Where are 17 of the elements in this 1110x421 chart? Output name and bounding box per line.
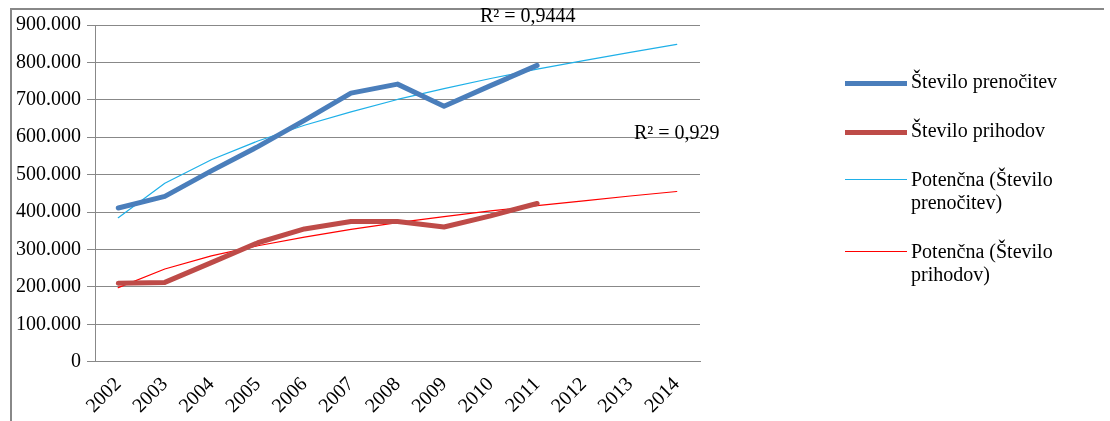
- y-tick-label: 500.000: [16, 161, 81, 184]
- y-tick-label: 400.000: [16, 199, 81, 222]
- y-tick-label: 100.000: [16, 311, 81, 334]
- y-tick-label: 700.000: [16, 87, 81, 110]
- y-tick-label: 0: [71, 349, 81, 371]
- y-tick-label: 800.000: [16, 49, 81, 72]
- legend-label: Število prenočitev: [911, 70, 1058, 93]
- legend-label: Potenčna (Število prihodov): [911, 240, 1054, 286]
- legend-label: Potenčna (Število prenočitev): [911, 168, 1054, 214]
- y-tick-label: 900.000: [16, 12, 81, 35]
- legend-label: Število prihodov: [911, 119, 1045, 142]
- y-tick-label: 200.000: [16, 274, 81, 297]
- x-tick-label: 2011: [500, 372, 544, 416]
- y-tick-label: 600.000: [16, 124, 81, 147]
- annotation: R² = 0,9444: [480, 3, 576, 26]
- y-tick-label: 300.000: [16, 236, 81, 259]
- annotation: R² = 0,929: [633, 120, 720, 143]
